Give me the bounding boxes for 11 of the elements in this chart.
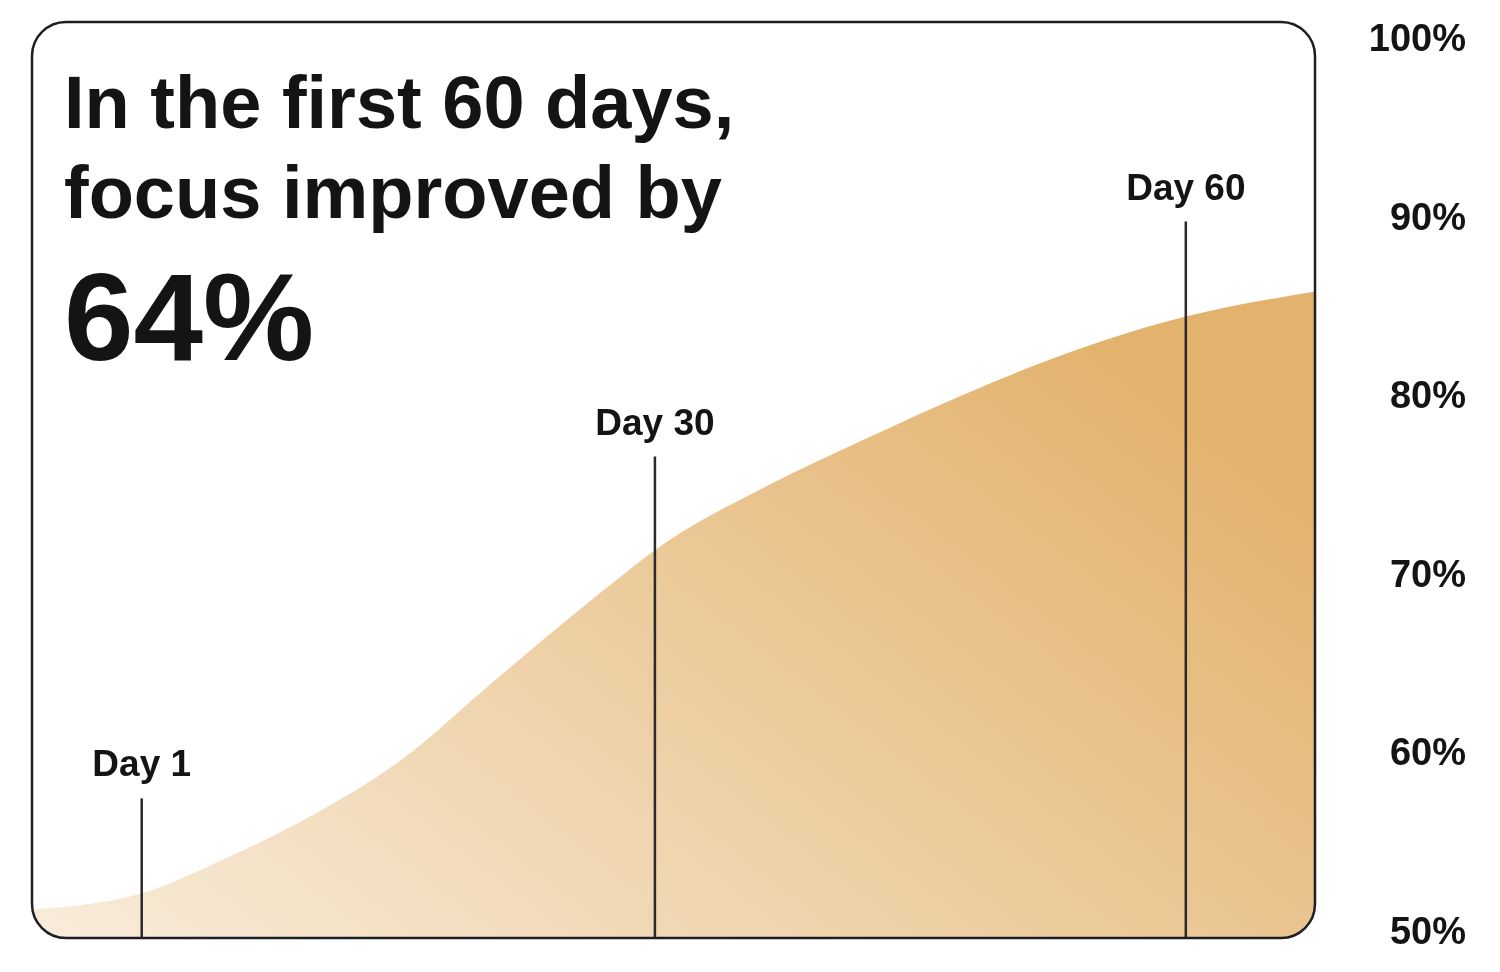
y-tick-label: 100%: [1368, 17, 1466, 60]
y-tick-label: 50%: [1389, 909, 1466, 952]
y-tick-label: 90%: [1389, 195, 1466, 238]
ref-line-label: Day 60: [1126, 166, 1246, 208]
y-tick-label: 70%: [1389, 552, 1466, 595]
y-tick-label: 60%: [1389, 731, 1466, 774]
ref-line-label: Day 1: [92, 743, 192, 785]
text: In the first 60 days, focus improved by: [64, 61, 735, 234]
ref-line-label: Day 30: [595, 401, 715, 443]
y-tick-label: 80%: [1389, 374, 1466, 417]
text: 64%: [64, 247, 315, 386]
